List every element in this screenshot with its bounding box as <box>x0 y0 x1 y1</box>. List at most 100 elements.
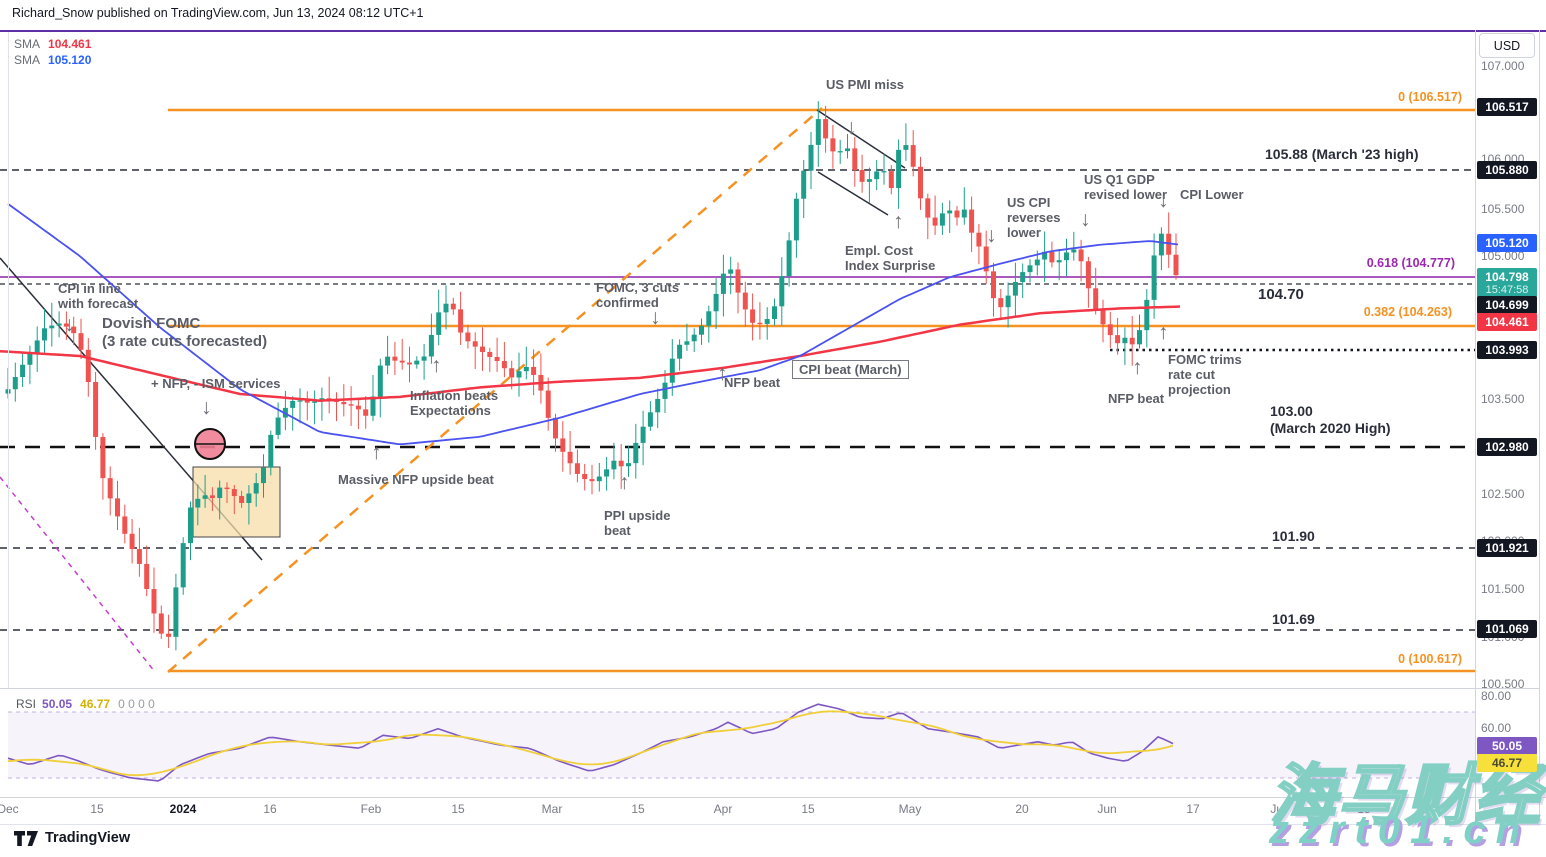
candle-body <box>757 322 763 325</box>
candle-body <box>480 346 485 352</box>
candle-body <box>261 467 266 484</box>
candle-body <box>793 198 799 241</box>
candle-body <box>633 442 639 464</box>
badge-value: 104.798 15:47:58 <box>1477 268 1537 298</box>
candle-body <box>1115 335 1121 344</box>
chart-left-edge <box>8 32 9 688</box>
time-tick: 15 <box>1357 802 1371 816</box>
candle-body <box>553 417 558 439</box>
rsi-legend: RSI 50.05 46.77 0 0 0 0 <box>16 697 155 711</box>
candle-body <box>626 463 631 467</box>
candle-body <box>691 334 697 342</box>
candle-body <box>772 306 777 320</box>
header-divider <box>0 30 1546 32</box>
up-arrow-icon: ↑ <box>619 471 630 494</box>
candle-body <box>494 356 500 362</box>
candle-body <box>969 209 975 233</box>
annotation: NFP beat <box>1108 391 1165 406</box>
publish-info: Richard_Snow published on TradingView.co… <box>12 6 424 20</box>
candle-body <box>1129 337 1135 345</box>
candle-body <box>677 344 683 359</box>
time-tick: Jun <box>1097 802 1117 816</box>
candle-body <box>231 489 237 497</box>
down-arrow-icon: ↓ <box>1080 208 1091 231</box>
candle-body <box>947 210 953 214</box>
candle-body <box>326 398 332 400</box>
candle-body <box>115 498 120 517</box>
candle-body <box>282 407 288 418</box>
annotation: + NFP, - ISM services <box>151 376 281 391</box>
candle-body <box>209 495 215 499</box>
candle-body <box>458 309 464 333</box>
candle-body <box>246 493 252 503</box>
level-label: 101.90 <box>1272 528 1315 544</box>
candle-body <box>728 269 734 274</box>
candle-body <box>823 119 829 139</box>
time-axis[interactable] <box>0 798 1475 824</box>
candle-body <box>611 460 617 470</box>
candle-body <box>407 362 412 365</box>
candle-body <box>1093 288 1099 310</box>
candle-body <box>903 145 909 150</box>
candle-body <box>1166 233 1172 255</box>
candle-body <box>808 144 814 171</box>
candle-body <box>954 210 960 218</box>
candle-body <box>567 451 573 464</box>
candle-body <box>501 361 507 369</box>
candle-body <box>925 198 931 218</box>
candle-body <box>764 319 770 324</box>
candle-body <box>662 382 668 399</box>
rsi-band <box>8 712 1475 778</box>
candle-body <box>932 217 938 226</box>
candle-body <box>239 496 245 503</box>
candle-body <box>377 365 383 397</box>
candle-body <box>509 368 515 378</box>
candle-body <box>42 328 47 341</box>
candle-body <box>881 171 887 173</box>
candle-body <box>348 404 354 406</box>
candle-body <box>545 390 551 418</box>
annotation: PPI upside beat <box>604 508 671 538</box>
rsi-value: 50.05 <box>42 697 73 711</box>
footer-brand[interactable]: TradingView <box>14 830 130 846</box>
time-axis-separator <box>0 797 1546 798</box>
candle-body <box>173 587 179 637</box>
annotation: Inflation beats Expectations <box>410 388 499 418</box>
time-tick: Mar <box>541 802 563 816</box>
annotation: US Q1 GDP revised lower <box>1084 172 1168 202</box>
price-tick: 80.00 <box>1481 689 1512 703</box>
annotation: FOMC, 3 cuts confirmed <box>596 280 680 310</box>
fib-label: 0 (100.617) <box>1398 652 1462 666</box>
candle-body <box>706 311 712 326</box>
badge-value: 105.880 <box>1477 161 1537 179</box>
badge-value: 46.77 <box>1477 754 1537 772</box>
candle-body <box>341 401 347 405</box>
currency-button[interactable]: USD <box>1479 33 1535 58</box>
right-edge-border <box>1539 30 1540 822</box>
highlight-circle <box>194 428 226 460</box>
candle-body <box>465 332 471 342</box>
candle-body <box>786 240 792 277</box>
down-arrow-icon: ↓ <box>64 313 75 336</box>
candle-body <box>27 352 33 365</box>
time-tick: Apr <box>713 802 733 816</box>
candle-body <box>830 138 836 152</box>
fib-label: 0.618 (104.777) <box>1366 256 1455 270</box>
candle-body <box>304 400 310 403</box>
annotation: Massive NFP upside beat <box>338 472 494 487</box>
candle-body <box>910 145 916 167</box>
sma-legend: SMA 104.461 SMA 105.120 <box>14 36 91 68</box>
up-arrow-icon: ↑ <box>1132 356 1143 379</box>
candle-body <box>888 171 894 189</box>
candle-body <box>363 409 369 416</box>
candle-body <box>136 549 142 564</box>
candle-body <box>1100 309 1106 325</box>
price-tick: 103.500 <box>1481 392 1525 406</box>
candle-body <box>918 166 923 199</box>
time-tick: 15 <box>451 802 465 816</box>
annotation: US CPI reverses lower <box>1007 195 1061 240</box>
candle-body <box>355 405 361 410</box>
rsi-label: RSI <box>16 697 37 711</box>
channel-upper <box>816 109 906 169</box>
candle-body <box>195 498 201 508</box>
